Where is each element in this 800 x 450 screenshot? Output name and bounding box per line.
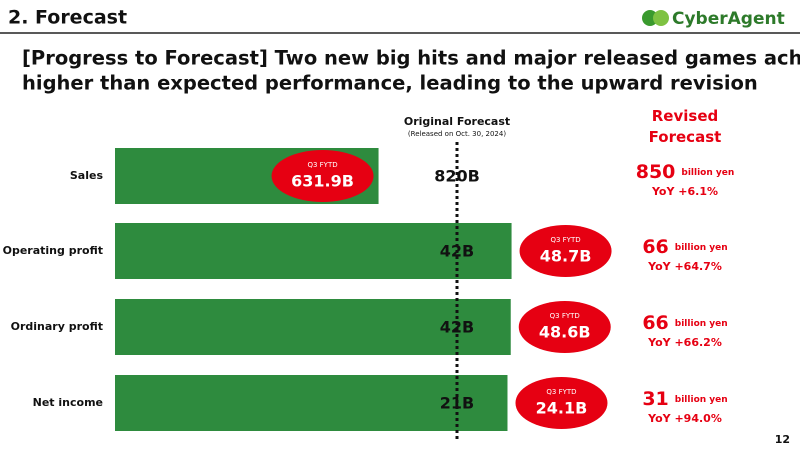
value-bubble [519, 225, 612, 277]
value-bubble [515, 377, 608, 429]
revised-yoy: YoY +6.1% [651, 185, 718, 198]
page-number: 12 [775, 433, 790, 446]
revised-number: 850 [636, 161, 676, 183]
value-caption: Q3 FYTD [546, 388, 576, 396]
category-label: Net income [33, 396, 103, 409]
logo-text: CyberAgent [672, 9, 785, 29]
revised-number: 66 [642, 236, 668, 258]
value-caption: Q3 FYTD [550, 236, 580, 244]
value-label: 631.9B [291, 172, 354, 191]
forecast-title: Original Forecast [404, 115, 510, 128]
value-caption: Q3 FYTD [307, 161, 337, 169]
revised-title: Revised Forecast [648, 107, 722, 146]
revised-unit: billion yen [681, 168, 734, 178]
bar [115, 375, 508, 431]
value-bubble [271, 150, 374, 202]
value-label: 48.6B [539, 323, 591, 342]
value-caption: Q3 FYTD [550, 312, 580, 320]
category-label: Ordinary profit [11, 320, 103, 333]
revised-yoy: YoY +64.7% [647, 260, 722, 273]
logo-mark [642, 10, 658, 26]
revised-unit: billion yen [675, 243, 728, 253]
forecast-subtitle: (Released on Oct. 30, 2024) [408, 130, 506, 138]
revised-unit: billion yen [675, 395, 728, 405]
logo: CyberAgent [642, 9, 785, 29]
revised-number: 66 [642, 312, 668, 334]
forecast-label: 820B [434, 167, 480, 186]
revised-unit: billion yen [675, 319, 728, 329]
forecast-label: 42B [440, 318, 474, 337]
headline: higher than expected performance, leadin… [22, 72, 758, 95]
bar [115, 299, 511, 355]
revised-value: 31 billion yen [642, 388, 727, 410]
revised-number: 31 [642, 388, 668, 410]
headline: [Progress to Forecast] Two new big hits … [22, 47, 800, 70]
bar [115, 223, 512, 279]
category-label: Operating profit [3, 244, 103, 257]
revised-value: 66 billion yen [642, 312, 727, 334]
revised-yoy: YoY +94.0% [647, 412, 722, 425]
section-title: 2. Forecast [8, 7, 127, 29]
value-label: 24.1B [536, 399, 588, 418]
category-label: Sales [70, 169, 104, 182]
value-label: 48.7B [540, 247, 592, 266]
revised-yoy: YoY +66.2% [647, 336, 722, 349]
value-bubble [518, 301, 611, 353]
revised-value: 66 billion yen [642, 236, 727, 258]
revised-title-box: Revised Forecast [648, 107, 722, 146]
logo-mark [653, 10, 669, 26]
revised-value: 850 billion yen [636, 161, 735, 183]
